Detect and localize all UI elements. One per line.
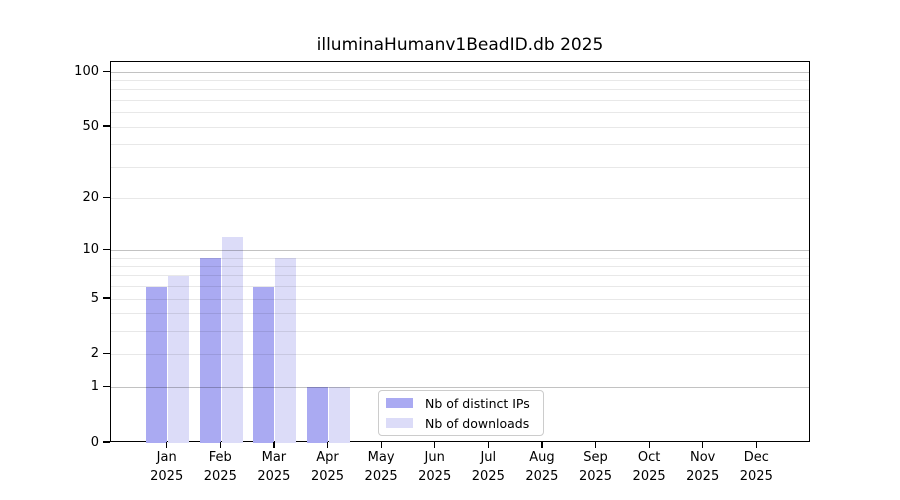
year-label: 2025 bbox=[578, 468, 613, 484]
bar-downloads-apr bbox=[329, 387, 350, 443]
month-label: Sep bbox=[583, 450, 608, 465]
year-label: 2025 bbox=[739, 468, 773, 484]
gridline-minor-90 bbox=[111, 80, 809, 82]
year-label: 2025 bbox=[150, 468, 184, 484]
x-tick-label-apr: Apr 2025 bbox=[296, 449, 360, 486]
year-label: 2025 bbox=[632, 468, 666, 484]
x-tick-label-jul: Jul 2025 bbox=[456, 449, 520, 486]
x-tick-label-mar: Mar 2025 bbox=[242, 449, 306, 486]
x-tick-may bbox=[380, 442, 382, 448]
year-label: 2025 bbox=[310, 468, 345, 484]
x-tick-label-jun: Jun 2025 bbox=[403, 449, 467, 486]
month-label: Feb bbox=[208, 450, 232, 465]
x-tick-jul bbox=[487, 442, 489, 448]
month-label: May bbox=[367, 450, 395, 465]
gridline-minor-70 bbox=[111, 100, 809, 102]
x-tick-aug bbox=[541, 442, 543, 448]
year-label: 2025 bbox=[418, 468, 452, 484]
bar-downloads-mar bbox=[275, 258, 297, 443]
x-tick-label-jan: Jan 2025 bbox=[135, 449, 199, 486]
x-tick-mar bbox=[273, 442, 275, 448]
y-tick-label-20: 20 bbox=[82, 189, 99, 205]
year-label: 2025 bbox=[686, 468, 720, 484]
month-label: Mar bbox=[261, 450, 287, 465]
plot-area bbox=[110, 61, 810, 443]
month-label: Oct bbox=[637, 450, 661, 465]
bar-downloads-feb bbox=[221, 236, 243, 443]
x-tick-sep bbox=[594, 442, 597, 448]
legend-row-distinct-ips: Nb of distinct IPs bbox=[386, 396, 543, 411]
x-tick-jun bbox=[434, 442, 436, 448]
x-tick-apr bbox=[326, 442, 329, 448]
year-label: 2025 bbox=[257, 468, 291, 484]
legend-label-downloads: Nb of downloads bbox=[425, 415, 530, 431]
x-tick-label-feb: Feb 2025 bbox=[188, 449, 252, 486]
y-tick-100 bbox=[103, 70, 110, 72]
x-tick-label-dec: Dec 2025 bbox=[724, 449, 788, 486]
year-label: 2025 bbox=[203, 468, 237, 484]
y-tick-2 bbox=[103, 353, 110, 355]
month-label: Dec bbox=[743, 450, 769, 465]
gridline-minor-40 bbox=[111, 144, 809, 146]
y-tick-label-1: 1 bbox=[90, 378, 99, 394]
x-tick-label-sep: Sep 2025 bbox=[564, 449, 628, 486]
x-tick-feb bbox=[219, 442, 221, 448]
year-label: 2025 bbox=[364, 468, 398, 484]
legend-label-distinct-ips: Nb of distinct IPs bbox=[425, 395, 530, 411]
x-tick-jan bbox=[166, 442, 168, 448]
gridline-major-10 bbox=[111, 249, 809, 251]
bar-distinct-ips-jan bbox=[146, 286, 168, 443]
x-tick-label-aug: Aug 2025 bbox=[510, 449, 574, 486]
x-tick-label-may: May 2025 bbox=[349, 449, 413, 486]
bar-distinct-ips-apr bbox=[307, 387, 328, 443]
legend: Nb of distinct IPs Nb of downloads bbox=[378, 390, 544, 436]
y-tick-label-2: 2 bbox=[90, 346, 99, 362]
month-label: Aug bbox=[529, 450, 555, 465]
y-tick-label-5: 5 bbox=[90, 290, 99, 306]
legend-swatch-distinct-ips bbox=[386, 398, 413, 408]
gridline-minor-30 bbox=[111, 166, 809, 168]
y-tick-50 bbox=[103, 125, 110, 127]
y-tick-label-50: 50 bbox=[82, 118, 99, 134]
y-tick-5 bbox=[103, 297, 110, 299]
bar-distinct-ips-mar bbox=[253, 286, 275, 443]
x-tick-label-nov: Nov 2025 bbox=[671, 449, 735, 486]
year-label: 2025 bbox=[471, 468, 505, 484]
month-label: Jan bbox=[156, 450, 177, 465]
bar-downloads-jan bbox=[168, 275, 190, 443]
chart-title: illuminaHumanv1BeadID.db 2025 bbox=[316, 35, 604, 55]
gridline-minor-60 bbox=[111, 112, 809, 114]
y-tick-1 bbox=[103, 385, 110, 387]
x-tick-dec bbox=[755, 442, 757, 448]
legend-swatch-downloads bbox=[386, 418, 413, 428]
gridline-minor-50 bbox=[111, 126, 809, 128]
y-tick-10 bbox=[103, 248, 110, 251]
gridline-minor-80 bbox=[111, 89, 809, 91]
y-tick-20 bbox=[103, 196, 110, 199]
y-tick-0 bbox=[103, 441, 110, 443]
y-tick-label-0: 0 bbox=[90, 434, 99, 450]
bar-distinct-ips-feb bbox=[199, 258, 221, 443]
x-tick-label-oct: Oct 2025 bbox=[617, 449, 681, 486]
x-tick-nov bbox=[702, 442, 704, 448]
y-tick-label-10: 10 bbox=[82, 241, 99, 257]
year-label: 2025 bbox=[525, 468, 559, 484]
legend-row-downloads: Nb of downloads bbox=[386, 416, 543, 431]
month-label: Jul bbox=[480, 450, 497, 465]
month-label: Jun bbox=[424, 450, 445, 465]
x-tick-oct bbox=[648, 442, 650, 448]
month-label: Apr bbox=[316, 450, 339, 465]
gridline-major-100 bbox=[111, 71, 809, 73]
y-tick-label-100: 100 bbox=[74, 63, 99, 79]
gridline-minor-20 bbox=[111, 197, 809, 199]
month-label: Nov bbox=[690, 450, 716, 465]
